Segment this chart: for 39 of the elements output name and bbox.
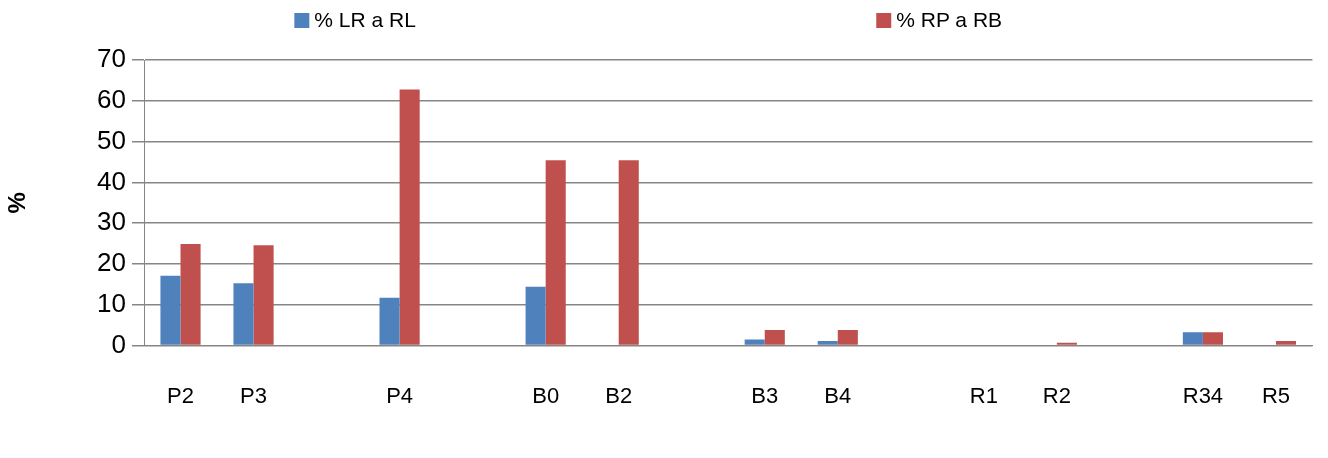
- x-tick-label: B3: [751, 382, 779, 408]
- bar: [837, 330, 858, 345]
- bar: [764, 330, 785, 345]
- x-tick-label: R2: [1042, 382, 1071, 408]
- y-tick-label: 10: [97, 287, 126, 318]
- y-tick-label: 60: [97, 83, 126, 114]
- x-tick-label: R1: [969, 382, 998, 408]
- bar: [1056, 342, 1077, 345]
- bar: [525, 286, 546, 345]
- y-tick-label: 0: [111, 328, 126, 359]
- bar: [618, 160, 639, 345]
- bar: [1275, 341, 1297, 345]
- bar: [1202, 332, 1223, 345]
- bar: [744, 339, 765, 345]
- y-axis-title: %: [3, 192, 31, 214]
- y-tick-label: 40: [97, 165, 126, 196]
- y-tick-label: 70: [97, 43, 126, 74]
- x-tick-label: R34: [1182, 382, 1224, 408]
- y-tick-label: 30: [97, 206, 126, 237]
- y-tick-label: 50: [97, 124, 126, 155]
- x-tick-label: P4: [386, 382, 414, 408]
- x-tick-label: P3: [240, 382, 267, 408]
- bar: [545, 160, 566, 345]
- legend-label: % LR a RL: [314, 7, 416, 31]
- x-tick-label: P2: [167, 382, 194, 408]
- x-tick-label: B4: [824, 382, 852, 408]
- bar: [253, 245, 274, 345]
- bar: [233, 283, 254, 345]
- bar: [180, 244, 201, 345]
- bar: [160, 275, 181, 345]
- x-tick-label: B0: [532, 382, 560, 408]
- x-tick-label: B2: [605, 382, 633, 408]
- bar: [379, 297, 400, 345]
- bar: [399, 89, 420, 345]
- y-tick-label: 20: [97, 247, 126, 278]
- legend-label: % RP a RB: [896, 7, 1003, 31]
- bar: [1182, 332, 1203, 345]
- bar: [817, 341, 838, 345]
- x-tick-label: R5: [1261, 382, 1290, 408]
